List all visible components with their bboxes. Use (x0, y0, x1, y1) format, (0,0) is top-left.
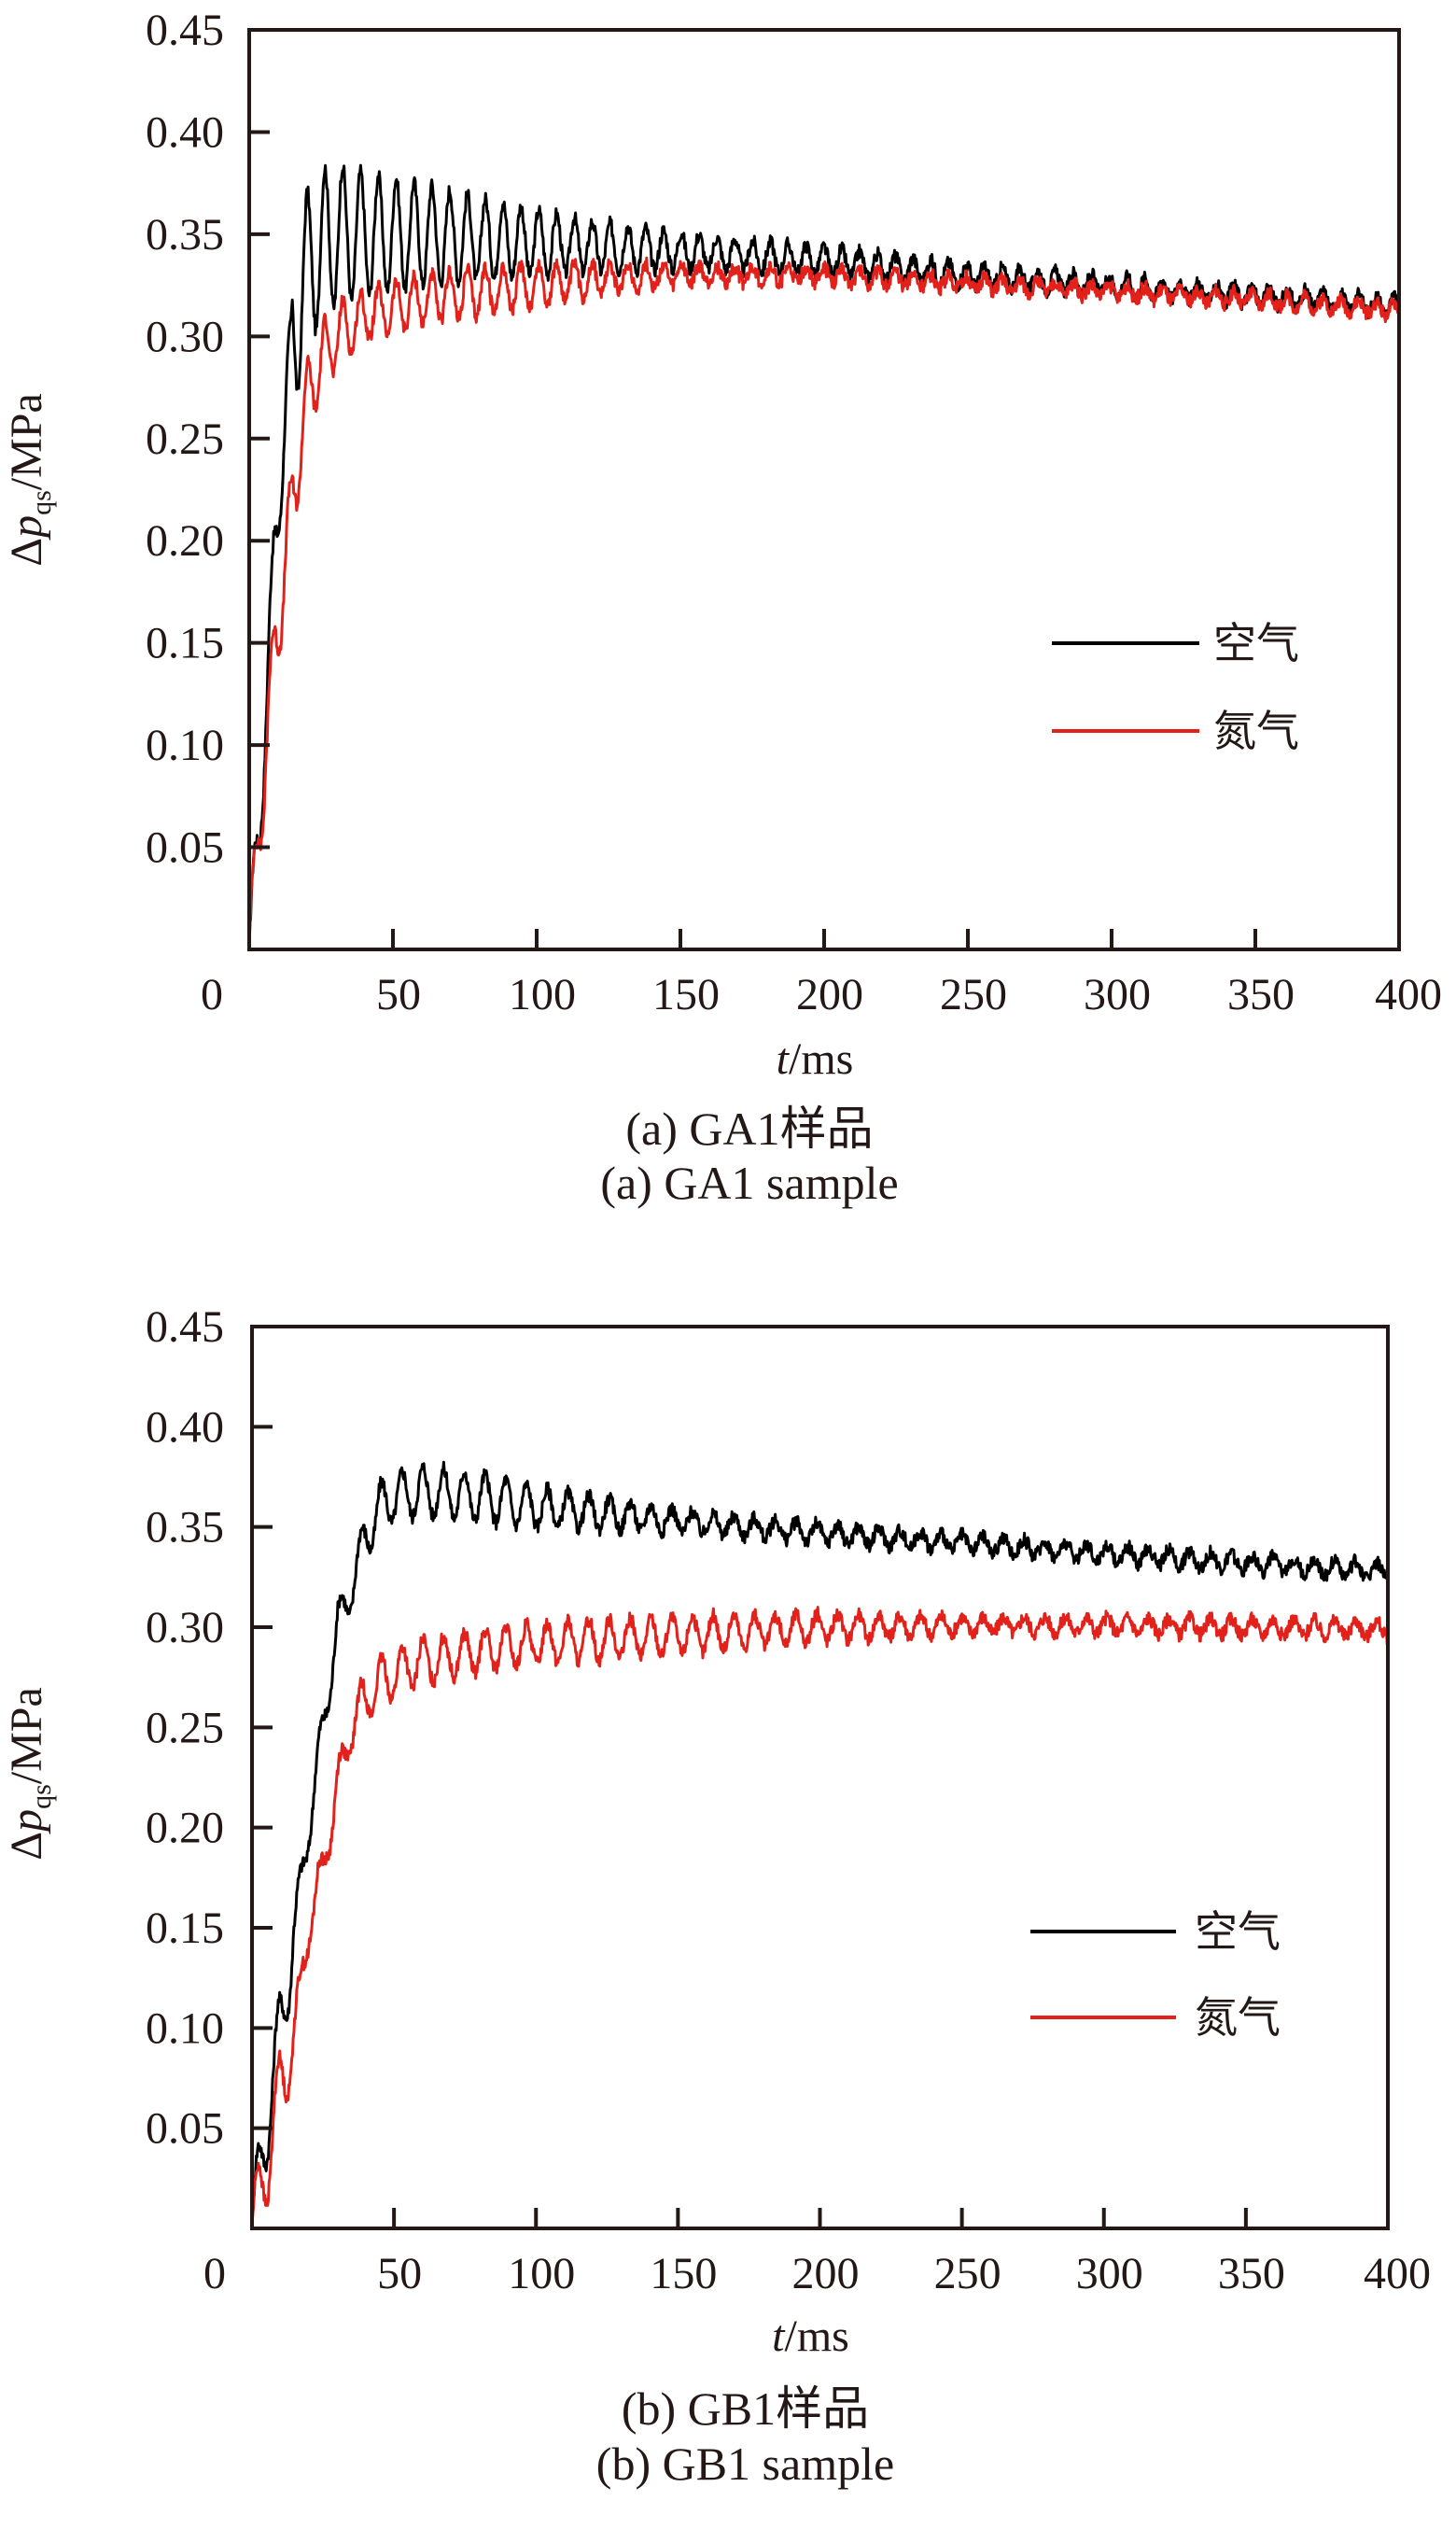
x-tick-label: 50 (377, 2249, 422, 2298)
y-tick-label: 0.30 (146, 312, 224, 361)
y-tick-label: 0.10 (146, 721, 224, 770)
x-axis-label-unit: /ms (784, 2311, 848, 2361)
x-tick-label: 250 (940, 970, 1007, 1019)
y-tick-label: 0.05 (146, 2104, 224, 2154)
x-tick-label: 400 (1364, 2249, 1431, 2298)
tick-marks (252, 1425, 1248, 2228)
x-axis-label-symbol: t (777, 1034, 791, 1084)
y-axis-label-symbol: p (2, 1809, 51, 1834)
series-layer (247, 163, 1401, 950)
y-tick-label: 0.40 (146, 1402, 224, 1452)
x-tick-label: 50 (376, 970, 421, 1019)
y-axis-label-unit: /MPa (2, 1687, 51, 1784)
y-tick-label: 0.40 (146, 107, 224, 157)
y-tick-label: 0.25 (146, 414, 224, 464)
x-tick-labels: 0 50 100 150 200 250 300 350 400 (203, 2249, 1431, 2298)
y-axis-label: Δpqs/MPa (2, 393, 57, 567)
y-axis-label-subscript: qs (26, 1784, 57, 1809)
y-axis-label-subscript: qs (26, 490, 57, 515)
tick-marks (249, 130, 1257, 949)
y-axis-label-symbol: p (2, 515, 51, 541)
caption-english: (a) GA1 sample (600, 1157, 898, 1209)
x-tick-label: 200 (796, 970, 863, 1019)
x-axis-label-unit: /ms (789, 1034, 853, 1084)
y-tick-label: 0.15 (146, 1904, 224, 1953)
x-tick-label: 0 (203, 2249, 226, 2298)
caption-english: (b) GB1 sample (596, 2438, 894, 2490)
y-tick-label: 0.10 (146, 2003, 224, 2053)
y-tick-label: 0.35 (146, 1503, 224, 1552)
y-tick-labels: 0.05 0.10 0.15 0.20 0.25 0.30 0.35 0.40 0.45 (146, 1302, 224, 2154)
y-axis-label-unit: /MPa (2, 393, 51, 490)
caption-chinese: (a) GA1样品 (625, 1103, 873, 1155)
chart-panel-a: 0.05 0.10 0.15 0.20 0.25 0.30 0.35 0.40 0.45 0 50… (2, 6, 1442, 1209)
x-tick-label: 350 (1218, 2249, 1285, 2298)
y-tick-label: 0.25 (146, 1703, 224, 1752)
y-tick-label: 0.45 (146, 1302, 224, 1352)
series-line-nitrogen (250, 1606, 1390, 2229)
x-axis-label: t/ms (772, 2311, 849, 2361)
x-tick-label: 250 (934, 2249, 1001, 2298)
y-tick-labels: 0.05 0.10 0.15 0.20 0.25 0.30 0.35 0.40 0.45 (146, 6, 224, 873)
series-line-air (247, 163, 1401, 945)
caption-chinese: (b) GB1样品 (622, 2382, 869, 2435)
legend-label-nitrogen: 氮气 (1195, 1992, 1281, 2043)
y-axis-label: Δpqs/MPa (2, 1687, 57, 1861)
x-tick-label: 400 (1375, 970, 1442, 1019)
x-axis-label: t/ms (777, 1034, 854, 1084)
x-tick-label: 100 (509, 970, 576, 1019)
y-tick-label: 0.20 (146, 516, 224, 566)
y-tick-label: 0.45 (146, 6, 224, 55)
y-tick-label: 0.35 (146, 210, 224, 260)
x-tick-label: 0 (201, 970, 223, 1019)
legend-label-air: 空气 (1213, 618, 1299, 668)
y-axis-label-delta: Δ (2, 538, 51, 567)
x-tick-label: 200 (792, 2249, 860, 2298)
x-tick-label: 300 (1076, 2249, 1143, 2298)
y-axis-label-delta: Δ (2, 1832, 51, 1861)
x-tick-label: 350 (1227, 970, 1295, 1019)
x-tick-label: 100 (508, 2249, 575, 2298)
y-tick-label: 0.30 (146, 1603, 224, 1652)
series-line-air (250, 1460, 1390, 2229)
x-axis-label-symbol: t (772, 2311, 786, 2361)
legend: 空气 氮气 (1052, 618, 1299, 756)
series-line-nitrogen (247, 256, 1401, 950)
x-tick-label: 150 (650, 2249, 717, 2298)
legend-label-air: 空气 (1195, 1906, 1281, 1957)
y-tick-label: 0.20 (146, 1804, 224, 1853)
legend: 空气 氮气 (1030, 1906, 1281, 2043)
x-tick-label: 300 (1084, 970, 1151, 1019)
y-tick-label: 0.15 (146, 619, 224, 668)
legend-label-nitrogen: 氮气 (1213, 706, 1299, 756)
y-tick-label: 0.05 (146, 823, 224, 873)
x-tick-label: 150 (652, 970, 720, 1019)
x-tick-labels: 0 50 100 150 200 250 300 350 400 (201, 970, 1442, 1019)
plot-frame (247, 28, 1401, 951)
series-layer (250, 1460, 1390, 2229)
plot-frame (250, 1325, 1390, 2230)
chart-panel-b: 0.05 0.10 0.15 0.20 0.25 0.30 0.35 0.40 0.45 0 50… (2, 1302, 1431, 2490)
